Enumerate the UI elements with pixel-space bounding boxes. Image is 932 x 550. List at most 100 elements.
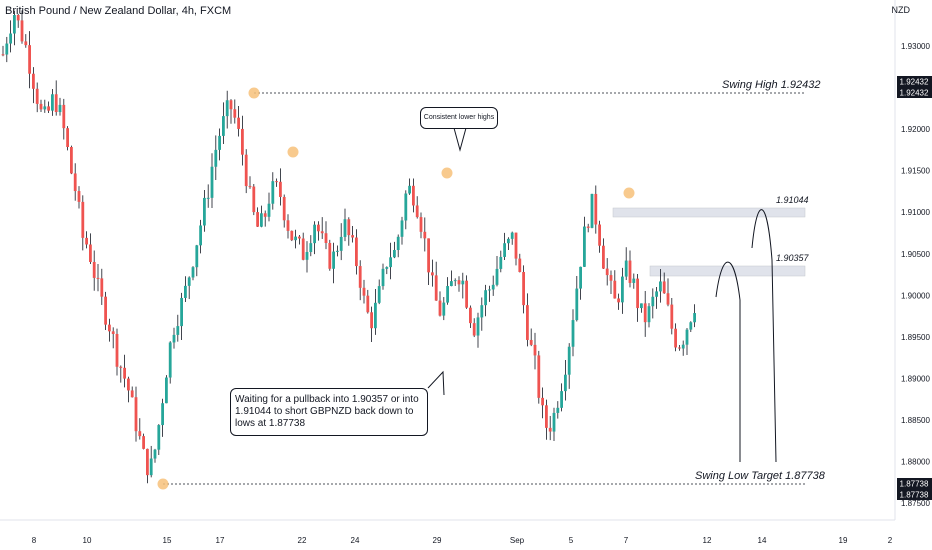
- time-tick-label: 12: [703, 536, 712, 545]
- candle-body: [477, 317, 480, 335]
- candle-body: [233, 109, 236, 117]
- candle-body: [427, 238, 430, 272]
- candle-body: [268, 204, 271, 217]
- swing-high-label[interactable]: Swing High 1.92432: [722, 79, 820, 91]
- price-tick-label: 1.93000: [901, 42, 930, 51]
- candle-body: [640, 303, 643, 308]
- time-axis: 8 10 15 17 22 24 29 Sep 5 7 12 14 19 2: [0, 520, 895, 545]
- candle-body: [488, 289, 491, 290]
- candle-body: [321, 231, 324, 233]
- candle-body: [302, 239, 305, 260]
- candle-body: [249, 186, 252, 187]
- pullback-callout[interactable]: Waiting for a pullback into 1.90357 or i…: [230, 388, 428, 436]
- candle-body: [412, 186, 415, 206]
- candle-body: [32, 74, 35, 89]
- candle-body: [62, 105, 65, 128]
- candle-body: [556, 408, 559, 413]
- candle-body: [378, 286, 381, 303]
- candle-body: [621, 277, 624, 303]
- candle-body: [169, 342, 172, 377]
- candle-body: [100, 278, 103, 296]
- price-tick-label: 1.87500: [901, 499, 930, 508]
- candle-body: [644, 303, 647, 322]
- candle-body: [446, 286, 449, 303]
- candle-body: [629, 261, 632, 283]
- candle-body: [9, 34, 12, 44]
- price-tick-label: 1.89000: [901, 374, 930, 383]
- candle-body: [480, 305, 483, 317]
- candle-body: [518, 259, 521, 272]
- candle-body: [579, 267, 582, 289]
- lower-highs-callout-tail: [454, 128, 466, 150]
- candle-body: [47, 106, 50, 110]
- candle-body: [382, 269, 385, 286]
- candle-body: [359, 266, 362, 288]
- time-tick-label: 22: [298, 536, 307, 545]
- candle-body: [180, 298, 183, 326]
- candle-body: [150, 459, 153, 476]
- candle-body: [537, 355, 540, 397]
- candle-body: [465, 281, 468, 308]
- candle-body: [347, 219, 350, 235]
- candle-body: [146, 449, 149, 475]
- candle-body: [340, 237, 343, 251]
- candle-body: [423, 232, 426, 239]
- candle-body: [119, 367, 122, 368]
- candle-body: [408, 186, 411, 194]
- candle-body: [332, 252, 335, 269]
- candle-body: [435, 275, 438, 300]
- candle-body: [2, 54, 5, 55]
- price-badge-high-2: 1.92432: [900, 89, 929, 98]
- resistance-lower-label[interactable]: 1.90357: [776, 253, 809, 263]
- candle-body: [610, 275, 613, 281]
- time-tick-label: 8: [32, 536, 37, 545]
- price-tick-label: 1.91000: [901, 208, 930, 217]
- time-tick-label: 2: [888, 536, 893, 545]
- swing-low-marker: [158, 479, 169, 490]
- price-badge-high-1: 1.92432: [900, 78, 929, 87]
- candle-body: [211, 167, 214, 198]
- time-tick-label: 5: [569, 536, 574, 545]
- time-tick-label: 7: [624, 536, 629, 545]
- price-badge-low-1: 1.87738: [900, 480, 929, 489]
- candle-body: [553, 413, 556, 432]
- candle-body: [135, 397, 138, 431]
- candle-body: [78, 191, 81, 202]
- candle-body: [530, 340, 533, 345]
- candle-body: [522, 272, 525, 305]
- candle-body: [264, 213, 267, 217]
- projection-path-2[interactable]: [752, 210, 776, 462]
- candle-body: [203, 198, 206, 226]
- candle-body: [454, 280, 457, 281]
- candle-body: [283, 197, 286, 220]
- resistance-zone-lower[interactable]: [650, 266, 805, 276]
- price-tick-label: 1.90000: [901, 291, 930, 300]
- candle-body: [306, 252, 309, 260]
- projection-path-1[interactable]: [716, 262, 740, 462]
- candle-body: [583, 227, 586, 267]
- candle-body: [507, 239, 510, 243]
- resistance-upper-label[interactable]: 1.91044: [776, 195, 809, 205]
- candle-body: [401, 220, 404, 236]
- candle-body: [648, 306, 651, 322]
- candle-body: [260, 213, 263, 226]
- candle-body: [587, 227, 590, 228]
- lower-highs-callout-text: Consistent lower highs: [424, 114, 494, 121]
- candle-body: [226, 100, 229, 116]
- price-tick-label: 1.90500: [901, 250, 930, 259]
- price-badges: 1.92432 1.92432 1.87738 1.87738: [897, 76, 932, 500]
- candle-body: [123, 368, 126, 379]
- price-tick-label: 1.88000: [901, 458, 930, 467]
- candle-body: [271, 181, 274, 204]
- candle-body: [214, 150, 217, 167]
- lower-highs-callout[interactable]: Consistent lower highs: [420, 107, 498, 129]
- resistance-zone-upper[interactable]: [613, 208, 805, 217]
- candle-body: [275, 181, 278, 182]
- candle-body: [192, 267, 195, 277]
- candle-body: [237, 118, 240, 129]
- candle-body: [458, 280, 461, 284]
- candle-body: [461, 281, 464, 285]
- price-tick-label: 1.92000: [901, 125, 930, 134]
- swing-low-label[interactable]: Swing Low Target 1.87738: [695, 470, 825, 482]
- candle-body: [104, 297, 107, 325]
